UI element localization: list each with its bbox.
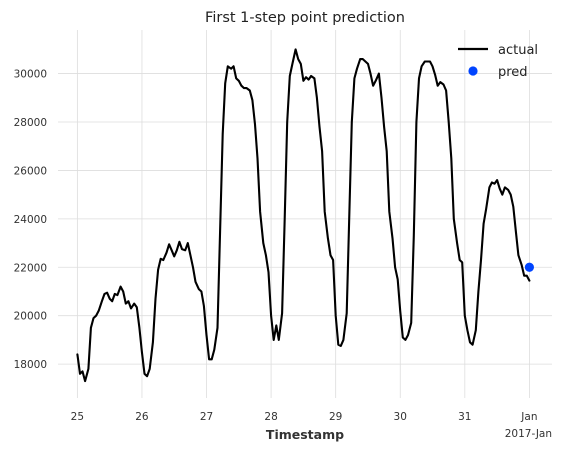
x-tick-label: 26: [135, 411, 149, 423]
x-axis-offset-label: 2017-Jan: [505, 428, 552, 440]
y-tick-label: 24000: [14, 214, 47, 226]
y-tick-label: 26000: [14, 165, 47, 177]
x-tick-label: 28: [264, 411, 277, 423]
y-tick-label: 18000: [14, 359, 47, 371]
legend-label-actual: actual: [498, 43, 538, 58]
chart-title: First 1-step point prediction: [205, 10, 405, 26]
legend-swatch-pred: [468, 66, 478, 76]
y-tick-label: 20000: [14, 311, 47, 323]
y-tick-label: 28000: [14, 117, 47, 129]
series-layer: [76, 48, 534, 383]
x-axis-ticks: 25 26 27 28 29 30 31 Jan: [71, 411, 538, 423]
y-axis-ticks: 18000 20000 22000 24000 26000 28000 30000: [14, 69, 47, 372]
x-tick-label: 29: [329, 411, 342, 423]
series-line-actual: [76, 48, 531, 383]
x-tick-label: 31: [458, 411, 471, 423]
grid: [58, 30, 552, 398]
x-tick-label: 30: [394, 411, 407, 423]
x-axis-label: Timestamp: [266, 427, 344, 442]
x-tick-label: Jan: [520, 411, 537, 423]
legend: actual pred: [458, 43, 538, 80]
y-tick-label: 22000: [14, 262, 47, 274]
x-tick-label: 25: [71, 411, 84, 423]
x-tick-label: 27: [200, 411, 213, 423]
y-tick-label: 30000: [14, 69, 47, 81]
series-point-pred: [524, 262, 534, 272]
legend-label-pred: pred: [498, 65, 528, 80]
